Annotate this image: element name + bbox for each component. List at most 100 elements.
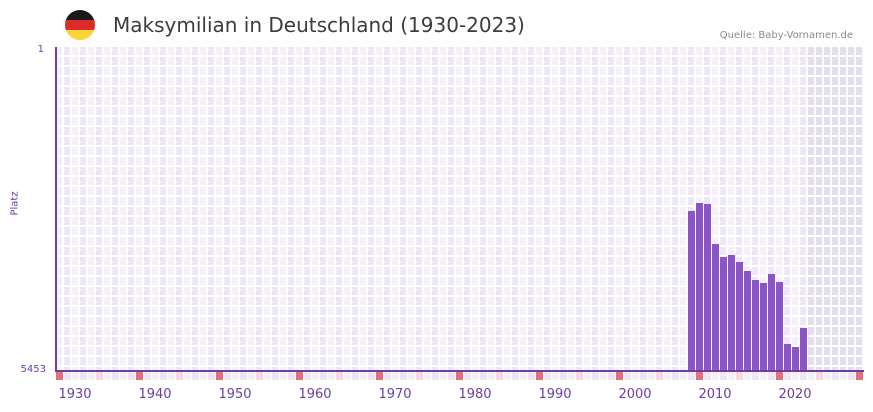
grid-cell [504, 327, 510, 335]
grid-cell [680, 47, 686, 55]
grid-cell [712, 97, 718, 105]
grid-cell [216, 307, 222, 315]
bar-2019[interactable] [784, 343, 791, 370]
grid-cell [544, 187, 550, 195]
grid-cell [304, 247, 310, 255]
grid-cell [400, 227, 406, 235]
grid-cell [456, 257, 462, 265]
bar-2008[interactable] [696, 203, 703, 370]
grid-cell [600, 77, 606, 85]
grid-cell [456, 177, 462, 185]
year-marker [672, 372, 679, 380]
grid-cell [480, 187, 486, 195]
grid-cell [80, 97, 86, 105]
bar-2012[interactable] [728, 255, 735, 370]
grid-cell [728, 77, 734, 85]
grid-cell [368, 117, 374, 125]
grid-cell [248, 267, 254, 275]
grid-cell [400, 127, 406, 135]
grid-cell [728, 157, 734, 165]
grid-cell [728, 47, 734, 55]
grid-cell [472, 257, 478, 265]
year-marker [128, 372, 135, 380]
grid-cell [768, 197, 774, 205]
grid-cell [856, 77, 862, 85]
bar-2014[interactable] [744, 270, 751, 370]
grid-cell [320, 57, 326, 65]
grid-cell [88, 87, 94, 95]
grid-cell [160, 227, 166, 235]
grid-cell [760, 197, 766, 205]
grid-cell [456, 67, 462, 75]
grid-cell [816, 137, 822, 145]
bar-2015[interactable] [752, 280, 759, 370]
grid-cell [448, 257, 454, 265]
grid-cell [464, 187, 470, 195]
bar-2011[interactable] [720, 257, 727, 370]
grid-cell [824, 207, 830, 215]
grid-cell [88, 347, 94, 355]
grid-cell [448, 237, 454, 245]
bar-2017[interactable] [768, 273, 775, 370]
grid-cell [672, 317, 678, 325]
grid-cell [192, 337, 198, 345]
grid-cell [808, 197, 814, 205]
grid-cell [600, 217, 606, 225]
bar-2010[interactable] [712, 243, 719, 370]
grid-cell [744, 77, 750, 85]
grid-cell [856, 57, 862, 65]
grid-cell [392, 357, 398, 365]
year-marker [328, 372, 335, 380]
grid-cell [664, 287, 670, 295]
grid-cell [640, 357, 646, 365]
bar-2009[interactable] [704, 204, 711, 370]
grid-cell [400, 177, 406, 185]
grid-cell [376, 297, 382, 305]
bar-2016[interactable] [760, 283, 767, 370]
grid-cell [304, 327, 310, 335]
grid-cell [136, 147, 142, 155]
grid-cell [608, 347, 614, 355]
grid-cell [512, 337, 518, 345]
grid-cell [200, 117, 206, 125]
grid-cell [312, 137, 318, 145]
grid-cell [584, 187, 590, 195]
grid-cell [616, 267, 622, 275]
grid-cell [440, 347, 446, 355]
grid-cell [672, 207, 678, 215]
grid-cell [408, 97, 414, 105]
grid-cell [208, 197, 214, 205]
grid-cell [336, 87, 342, 95]
grid-cell [520, 307, 526, 315]
grid-cell [616, 247, 622, 255]
grid-cell [472, 347, 478, 355]
bar-2021[interactable] [800, 328, 807, 370]
grid-cell [776, 117, 782, 125]
grid-cell [592, 317, 598, 325]
grid-cell [656, 247, 662, 255]
bar-2020[interactable] [792, 346, 799, 370]
grid-cell [576, 257, 582, 265]
grid-cell [664, 177, 670, 185]
grid-cell [664, 117, 670, 125]
bar-2013[interactable] [736, 262, 743, 370]
grid-cell [424, 167, 430, 175]
grid-cell [424, 107, 430, 115]
year-marker [440, 372, 447, 380]
grid-cell [824, 297, 830, 305]
bar-2018[interactable] [776, 282, 783, 370]
grid-cell [256, 47, 262, 55]
grid-cell [464, 117, 470, 125]
grid-cell [464, 87, 470, 95]
grid-cell [432, 127, 438, 135]
grid-cell [648, 227, 654, 235]
bar-2007[interactable] [688, 210, 695, 370]
grid-cell [848, 267, 854, 275]
grid-cell [96, 237, 102, 245]
grid-cell [456, 337, 462, 345]
grid-cell [56, 87, 62, 95]
grid-cell [600, 227, 606, 235]
grid-cell [784, 227, 790, 235]
grid-cell [632, 97, 638, 105]
grid-cell [496, 247, 502, 255]
